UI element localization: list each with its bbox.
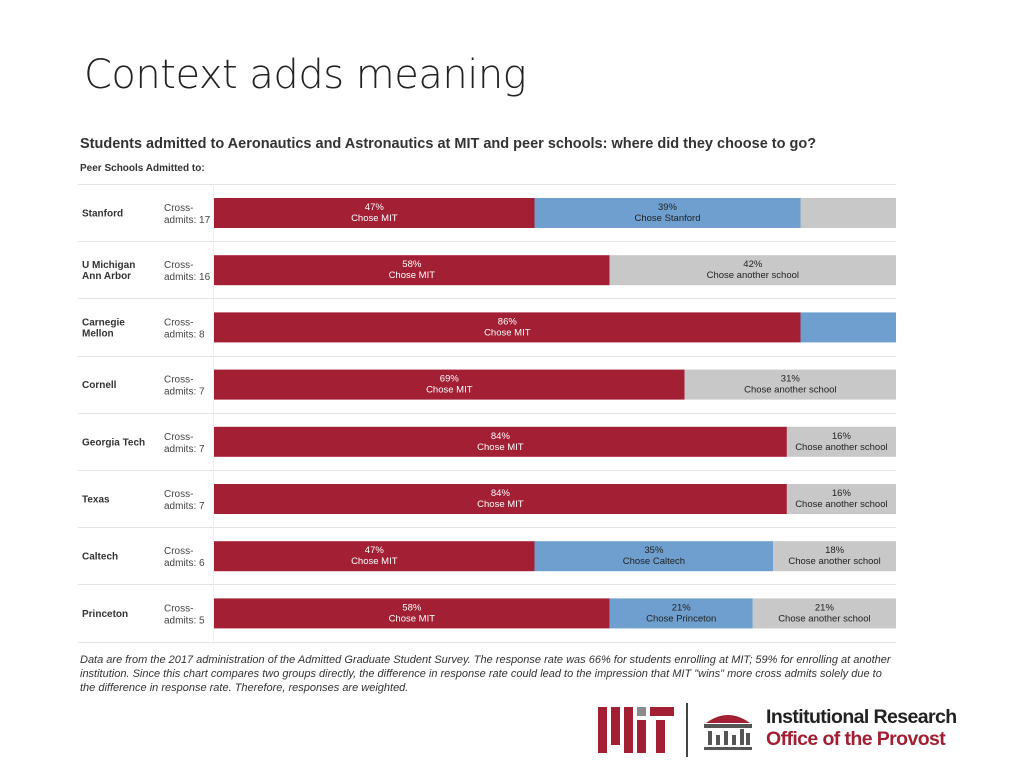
- logo-divider: [686, 703, 688, 757]
- institutional-research-wordmark: Institutional Research Office of the Pro…: [766, 706, 957, 750]
- bar-segment-other: [800, 198, 896, 228]
- bar-segment-mit: [214, 426, 787, 457]
- data-label-choice: Chose MIT: [389, 613, 436, 624]
- school-label: U Michigan Ann Arbor: [82, 260, 135, 282]
- data-label-choice: Chose MIT: [389, 270, 436, 281]
- data-label-percent: 84%: [491, 488, 511, 499]
- data-label-choice: Chose MIT: [477, 442, 524, 453]
- data-label-choice: Chose another school: [707, 270, 799, 281]
- data-label-percent: 31%: [781, 374, 801, 385]
- bar-segment-other: [773, 541, 896, 572]
- data-label-percent: 86%: [498, 316, 518, 327]
- data-label-percent: 21%: [672, 602, 692, 613]
- data-label-percent: 69%: [440, 374, 460, 385]
- data-label-percent: 39%: [658, 202, 678, 213]
- bar-segment-mit: [214, 198, 535, 228]
- bar-segment-other: [684, 369, 896, 400]
- data-label-choice: Chose Stanford: [634, 213, 700, 224]
- cross-admits-label: Cross-admits: 7: [164, 375, 205, 398]
- data-label-choice: Chose another school: [795, 499, 887, 510]
- data-label-percent: 21%: [815, 602, 835, 613]
- data-label-choice: Chose Caltech: [623, 556, 685, 567]
- branding-footer: Institutional Research Office of the Pro…: [598, 703, 978, 759]
- school-label: Princeton: [82, 609, 128, 620]
- bar-segment-other: [786, 426, 896, 457]
- school-label: Caltech: [82, 552, 118, 563]
- school-label: Carnegie Mellon: [82, 317, 125, 339]
- data-label-percent: 18%: [825, 545, 845, 556]
- data-label-percent: 58%: [402, 602, 422, 613]
- data-label-choice: Chose MIT: [351, 213, 398, 224]
- data-label-percent: 47%: [365, 545, 385, 556]
- slide-title: Context adds meaning: [84, 52, 527, 98]
- chart-title: Students admitted to Aeronautics and Ast…: [80, 136, 817, 152]
- cross-admits-label: Cross-admits: 6: [164, 546, 205, 569]
- org-name: Institutional Research: [766, 706, 957, 728]
- cross-admits-label: Cross-admits: 17: [164, 203, 211, 226]
- bar-segment-peer: [534, 541, 774, 572]
- office-name: Office of the Provost: [766, 728, 946, 750]
- school-label: Stanford: [82, 209, 123, 220]
- school-label: Cornell: [82, 380, 117, 391]
- bar-segment-other: [609, 255, 896, 286]
- data-label-choice: Chose MIT: [351, 556, 398, 567]
- data-label-percent: 16%: [832, 488, 852, 499]
- bar-segment-peer: [534, 198, 801, 228]
- data-label-choice: Chose MIT: [477, 499, 524, 510]
- chart-footnote: Data are from the 2017 administration of…: [80, 654, 891, 694]
- school-label: Georgia Tech: [82, 437, 145, 448]
- data-label-percent: 35%: [644, 545, 664, 556]
- bar-segment-other: [786, 484, 896, 514]
- building-columns-icon: [704, 715, 752, 750]
- cross-admits-label: Cross-admits: 16: [164, 260, 211, 283]
- cross-admits-label: Cross-admits: 7: [164, 432, 205, 455]
- data-label-percent: 16%: [832, 431, 852, 442]
- data-label-choice: Chose Princeton: [646, 613, 716, 624]
- school-label: Texas: [82, 495, 110, 506]
- row-header-label: Peer Schools Admitted to:: [80, 163, 205, 174]
- data-label-choice: Chose another school: [788, 556, 880, 567]
- data-label-choice: Chose MIT: [426, 385, 473, 396]
- bar-segment-peer: [800, 312, 896, 343]
- cross-admits-label: Cross-admits: 8: [164, 317, 205, 340]
- data-label-choice: Chose another school: [795, 442, 887, 453]
- bar-segment-mit: [214, 312, 801, 343]
- data-label-percent: 84%: [491, 431, 511, 442]
- data-label-choice: Chose MIT: [484, 327, 531, 338]
- data-label-choice: Chose another school: [778, 613, 870, 624]
- bar-segment-peer: [609, 598, 753, 629]
- bar-segment-mit: [214, 255, 610, 286]
- data-label-choice: Chose another school: [744, 385, 836, 396]
- bar-segment-mit: [214, 598, 610, 629]
- data-label-percent: 42%: [743, 259, 763, 270]
- bar-segment-mit: [214, 484, 787, 514]
- bar-segment-mit: [214, 369, 685, 400]
- bar-segment-mit: [214, 541, 535, 572]
- cross-admits-label: Cross-admits: 5: [164, 603, 205, 626]
- data-label-percent: 47%: [365, 202, 385, 213]
- mit-wordmark-logo: [598, 707, 674, 753]
- cross-admits-label: Cross-admits: 7: [164, 489, 205, 512]
- data-label-percent: 58%: [402, 259, 422, 270]
- bar-segment-other: [752, 598, 896, 629]
